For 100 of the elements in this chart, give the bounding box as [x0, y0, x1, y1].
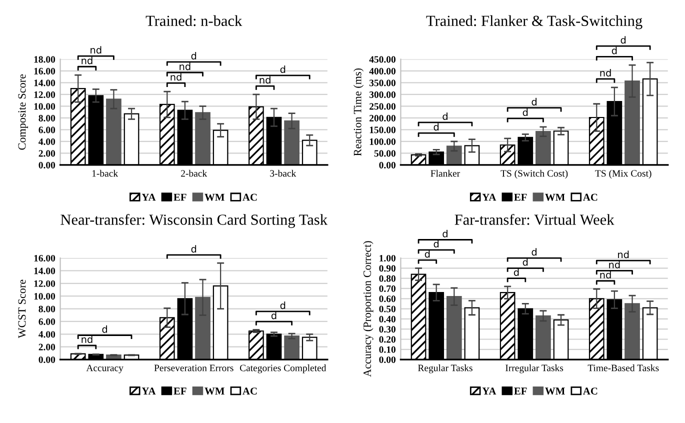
x-tick-label: Regular Tasks — [418, 364, 472, 374]
y-tick-label: 12.00 — [34, 91, 56, 98]
annotation: nd — [82, 56, 92, 64]
x-tick-label: Irregular Tasks — [506, 364, 564, 374]
y-axis-title: WCST Score — [18, 280, 26, 338]
annotation: d — [532, 98, 536, 106]
legend-label: EF — [514, 194, 527, 201]
annotation: nd — [600, 69, 611, 77]
y-tick-label: 300.00 — [369, 91, 396, 98]
y-tick-label: 0.40 — [379, 316, 396, 322]
y-tick-label: 12.00 — [34, 280, 56, 287]
legend-label: AC — [242, 388, 257, 395]
y-tick-label: 6.00 — [38, 126, 56, 134]
chart-title: Trained: Flanker & Task-Switching — [426, 15, 642, 30]
x-tick-label: 2-back — [181, 170, 208, 177]
x-tick-label: 3-back — [270, 170, 296, 177]
annotation: nd — [618, 250, 629, 258]
annotation: d — [102, 325, 108, 333]
y-tick-label: 0.80 — [379, 275, 396, 282]
x-tick-label: Categories Completed — [240, 364, 326, 374]
y-tick-label: 100.00 — [370, 138, 396, 145]
y-tick-label: 4.00 — [38, 138, 56, 145]
annotation: d — [514, 268, 519, 276]
y-tick-label: 8.00 — [38, 306, 56, 312]
y-tick-label: 10.00 — [34, 293, 56, 300]
legend-label: YA — [482, 194, 496, 201]
y-tick-label: 350.00 — [369, 80, 396, 86]
annotation: nd — [82, 335, 92, 344]
text: d — [612, 46, 617, 54]
x-tick-label: TS (Mix Cost) — [595, 170, 652, 179]
y-tick-label: 2.00 — [38, 344, 56, 350]
y-tick-label: 14.00 — [34, 268, 56, 274]
legend-label: EF — [174, 194, 186, 201]
legend-label: AC — [583, 388, 598, 395]
x-tick-label: Accuracy — [86, 364, 124, 374]
x-tick-label: 1-back — [92, 170, 118, 177]
annotation: d — [522, 258, 528, 266]
x-tick-label: Time-Based Tasks — [588, 364, 659, 372]
y-tick-label: 200.00 — [370, 114, 396, 122]
y-tick-label: 14.00 — [34, 80, 56, 86]
annotation: nd — [260, 76, 270, 84]
y-tick-label: 450.00 — [369, 56, 396, 63]
chart-title: Near-transfer: Wisconsin Card Sorting Task — [60, 214, 328, 228]
y-tick-label: 250.00 — [370, 103, 396, 110]
legend-label: YA — [142, 194, 156, 201]
legend-label: WM — [204, 194, 224, 201]
annotation: d — [442, 112, 448, 120]
annotation: d — [280, 302, 286, 310]
legend-label: AC — [242, 194, 257, 201]
annotation: d — [271, 312, 276, 320]
legend-label: WM — [545, 194, 565, 201]
annotation: d — [522, 108, 528, 116]
text: d — [424, 250, 430, 258]
y-tick-label: 0.10 — [379, 346, 396, 353]
y-axis-title: Composite Score — [18, 74, 28, 150]
y-tick-label: 1.00 — [380, 254, 396, 262]
annotation: d — [280, 65, 286, 74]
text: d — [532, 248, 536, 256]
annotation: nd — [609, 260, 620, 268]
y-tick-label: 2.00 — [38, 150, 56, 157]
legend-label: EF — [174, 388, 186, 394]
annotation: nd — [180, 62, 190, 70]
y-tick-label: 0.00 — [379, 162, 396, 168]
y-tick-label: 0.00 — [379, 356, 396, 364]
annotation: d — [191, 52, 196, 60]
y-tick-label: 10.00 — [34, 103, 56, 110]
y-tick-label: 400.00 — [369, 68, 396, 74]
y-tick-label: 0.30 — [379, 326, 396, 333]
text: d — [442, 230, 448, 238]
y-tick-label: 18.00 — [34, 56, 56, 63]
annotation: nd — [600, 270, 611, 278]
y-tick-label: 6.00 — [38, 318, 56, 325]
text: nd — [90, 46, 102, 54]
annotation: d — [434, 123, 439, 131]
legend-label: WM — [204, 388, 224, 395]
chart-title: Trained: n-back — [146, 15, 242, 26]
x-tick-label: TS (Switch Cost) — [500, 170, 568, 179]
x-tick-label: Perseveration Errors — [154, 364, 234, 372]
legend-label: YA — [142, 388, 156, 394]
legend-label: EF — [514, 388, 527, 394]
annotation: nd — [170, 73, 182, 81]
legend-label: WM — [545, 388, 565, 395]
y-tick-label: 16.00 — [34, 254, 56, 262]
y-axis-title: Reaction Time (ms) — [353, 68, 364, 156]
text: d — [620, 36, 626, 44]
y-tick-label: 0.20 — [379, 336, 396, 343]
chart-title: Far-transfer: Virtual Week — [454, 214, 614, 225]
legend-label: AC — [583, 194, 598, 201]
legend-label: YA — [482, 388, 496, 394]
y-tick-label: 150.00 — [370, 126, 396, 134]
y-tick-label: 8.00 — [38, 114, 56, 122]
y-axis-title: Accuracy (Proportion Correct) — [363, 241, 374, 377]
y-tick-label: 16.00 — [34, 68, 56, 74]
y-tick-label: 4.00 — [38, 331, 56, 338]
y-tick-label: 50.00 — [374, 150, 396, 157]
text: d — [191, 245, 196, 253]
y-tick-label: 0.60 — [379, 296, 396, 302]
y-tick-label: 0.00 — [38, 162, 56, 168]
x-tick-label: Flanker — [430, 170, 460, 177]
text: d — [434, 240, 439, 248]
